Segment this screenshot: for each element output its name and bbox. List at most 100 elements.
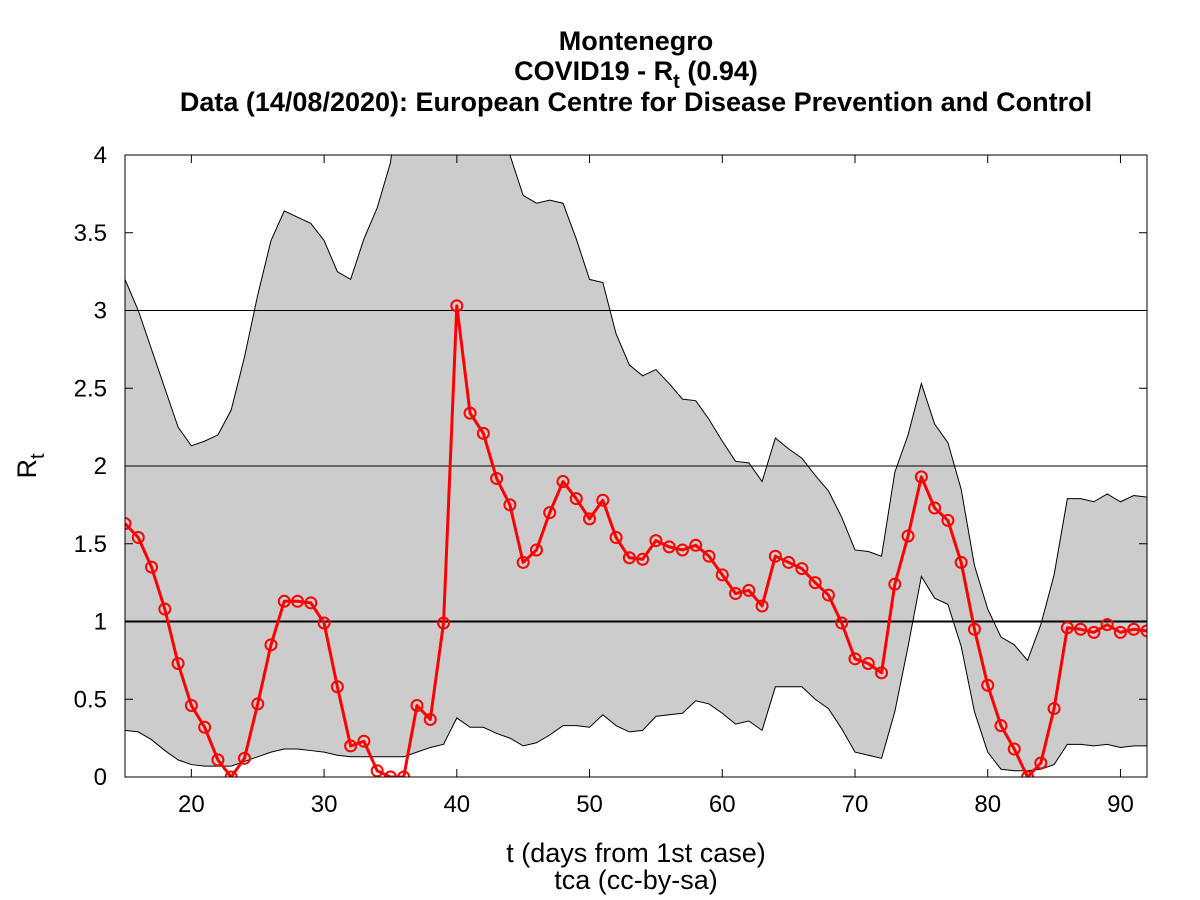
data-point (410, 698, 424, 712)
data-point (742, 583, 756, 597)
data-point (795, 562, 809, 576)
data-point (1047, 702, 1061, 716)
data-point (184, 698, 198, 712)
data-point (516, 555, 530, 569)
y-axis-label-main: R (12, 459, 42, 479)
data-point (1074, 622, 1088, 636)
data-point (224, 770, 238, 777)
data-point (171, 656, 185, 670)
confidence-band (125, 155, 1147, 772)
x-tick-labels: 20 30 40 50 60 70 80 90 (178, 791, 1134, 818)
chart-title-rt: COVID19 - Rt (0.94) (514, 56, 758, 93)
y-tick-label: 0 (94, 764, 107, 791)
y-axis-label: Rt (12, 453, 49, 479)
data-point (397, 770, 411, 777)
data-point (861, 656, 875, 670)
data-point (317, 616, 331, 630)
data-point (1113, 625, 1127, 639)
data-point (848, 652, 862, 666)
axis-ticks (125, 154, 1147, 778)
data-point (357, 734, 371, 748)
data-point (901, 529, 915, 543)
data-point (1100, 618, 1114, 632)
y-tick-label: 3.5 (74, 220, 107, 247)
rt-series-line (125, 304, 1147, 777)
data-point (463, 406, 477, 420)
chart-title-rt-sub: t (673, 71, 680, 93)
y-tick-label: 1 (94, 609, 107, 636)
data-point (277, 594, 291, 608)
data-point (490, 471, 504, 485)
data-point (1034, 756, 1048, 770)
chart-title-source: Data (14/08/2020): European Centre for D… (180, 87, 1092, 117)
data-point (198, 720, 212, 734)
data-point (675, 543, 689, 557)
x-tick-label: 70 (842, 791, 869, 818)
data-point (344, 739, 358, 753)
y-tick-label: 0.5 (74, 686, 107, 713)
data-point (914, 470, 928, 484)
plot-area (125, 155, 1147, 777)
data-point (1087, 625, 1101, 639)
data-point (755, 599, 769, 613)
data-point (583, 512, 597, 526)
x-tick-label: 50 (576, 791, 603, 818)
x-tick-label: 90 (1107, 791, 1134, 818)
data-point (1140, 624, 1147, 638)
data-point (622, 551, 636, 565)
y-tick-labels: 0 0.5 1 1.5 2 2.5 3 3.5 4 (74, 142, 107, 791)
data-point (609, 531, 623, 545)
data-point (125, 517, 132, 531)
data-point (264, 638, 278, 652)
data-point (821, 588, 835, 602)
y-axis-label-sub: t (27, 453, 49, 459)
data-point (768, 549, 782, 563)
data-point (437, 616, 451, 630)
data-point (636, 552, 650, 566)
data-point (596, 493, 610, 507)
chart-title-country: Montenegro (559, 26, 714, 56)
data-point (476, 426, 490, 440)
x-tick-label: 20 (178, 791, 205, 818)
chart-title-rt-prefix: COVID19 - R (514, 56, 673, 86)
data-point (237, 751, 251, 765)
data-point (543, 506, 557, 520)
y-tick-label: 2 (94, 453, 107, 480)
data-point (251, 697, 265, 711)
data-point (158, 602, 172, 616)
rt-series-markers (125, 299, 1147, 777)
data-point (383, 770, 397, 777)
data-point (1007, 742, 1021, 756)
data-point (875, 666, 889, 680)
data-point (967, 622, 981, 636)
x-tick-label: 40 (443, 791, 470, 818)
data-point (782, 555, 796, 569)
data-point (662, 540, 676, 554)
data-point (529, 543, 543, 557)
data-point (503, 498, 517, 512)
data-point (981, 678, 995, 692)
x-tick-label: 60 (709, 791, 736, 818)
data-point (1021, 770, 1035, 777)
data-point (649, 534, 663, 548)
data-point (450, 299, 464, 313)
data-point (330, 680, 344, 694)
data-point (808, 576, 822, 590)
data-point (291, 594, 305, 608)
data-point (888, 577, 902, 591)
y-tick-label: 3 (94, 298, 107, 325)
data-point (131, 531, 145, 545)
data-point (304, 596, 318, 610)
data-point (994, 719, 1008, 733)
data-point (145, 560, 159, 574)
data-point (941, 513, 955, 527)
y-tick-label: 4 (94, 142, 107, 169)
data-point (569, 492, 583, 506)
y-tick-label: 1.5 (74, 531, 107, 558)
data-point (702, 549, 716, 563)
data-point (689, 538, 703, 552)
data-point (1060, 621, 1074, 635)
data-point (928, 501, 942, 515)
chart-title-rt-suffix: (0.94) (680, 56, 758, 86)
